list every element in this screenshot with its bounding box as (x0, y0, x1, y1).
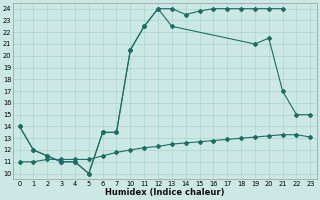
X-axis label: Humidex (Indice chaleur): Humidex (Indice chaleur) (105, 188, 225, 197)
